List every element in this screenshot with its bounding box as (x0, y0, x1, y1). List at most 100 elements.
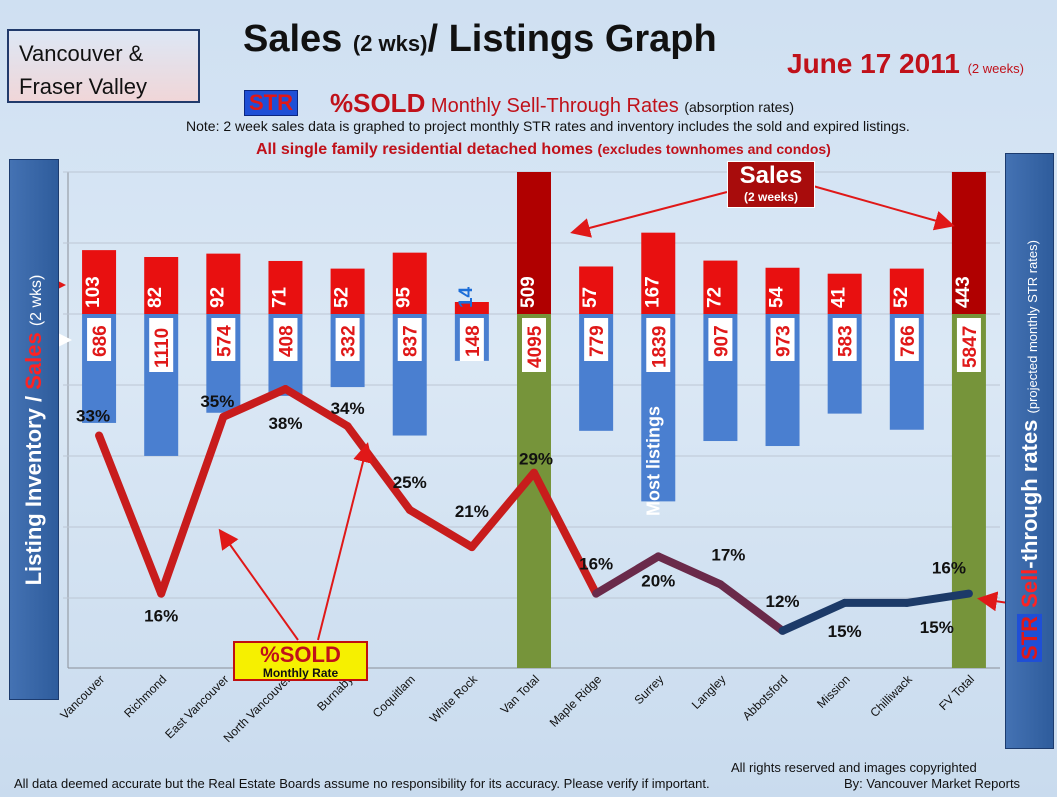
sold-word: %SOLD (330, 88, 426, 118)
page-title: Sales (2 wks)/ Listings Graph (243, 18, 717, 61)
left-axis-part4: (2 wks) (28, 274, 45, 326)
sold-callout-title: %SOLD (260, 642, 341, 667)
left-axis-part1: Listing Inventory (21, 407, 46, 585)
listing-label-bg (335, 318, 360, 361)
category-label: Richmond (121, 672, 169, 720)
percent-label: 15% (920, 618, 954, 637)
listing-value-label: 973 (774, 325, 795, 357)
footer-copyright: All rights reserved and images copyright… (731, 760, 977, 775)
date-small: (2 weeks) (967, 61, 1024, 76)
sales-value-label: 443 (953, 276, 974, 308)
sales-bar (268, 260, 303, 314)
sales-value-label: 167 (642, 276, 663, 308)
footer-disclaimer: All data deemed accurate but the Real Es… (14, 776, 710, 791)
sales-bar (765, 267, 800, 314)
sales-bar (889, 268, 924, 314)
left-axis-part2: / (21, 389, 46, 408)
listing-label-bg (211, 318, 236, 361)
sales-bar (641, 232, 676, 314)
listing-value-label: 408 (276, 325, 297, 357)
sales-callout: Sales (2 weeks) (727, 161, 815, 208)
percent-label: 25% (393, 473, 427, 492)
listing-label-bg (397, 318, 422, 361)
listing-label-bg (956, 318, 981, 372)
category-label: Van Total (498, 672, 543, 717)
right-axis-panel: STR Sell-through rates (projected monthl… (1005, 153, 1054, 749)
subtitle: All single family residential detached h… (256, 141, 831, 159)
percent-label: 20% (641, 571, 675, 590)
date-main: June 17 2011 (787, 48, 960, 79)
listing-value-label: 583 (836, 325, 857, 357)
left-axis-title: Listing Inventory / Sales (2 wks) (21, 274, 47, 585)
percent-label: 33% (76, 407, 110, 426)
percent-label: 34% (331, 399, 365, 418)
category-label: Vancouver (57, 672, 107, 722)
sold-arrow-left (218, 528, 299, 641)
category-label: White Rock (427, 672, 481, 726)
left-axis-panel: Listing Inventory / Sales (2 wks) (9, 159, 59, 700)
sales-bar (827, 273, 862, 314)
percent-label: 16% (579, 555, 613, 574)
footer-author: By: Vancouver Market Reports (844, 776, 1021, 791)
listing-value-label: 5847 (960, 326, 981, 368)
listing-value-label: 332 (339, 325, 360, 357)
str-line-segment (157, 412, 228, 598)
str-line-segment (716, 580, 787, 635)
sell-through-line (95, 385, 973, 635)
listing-label-bg (770, 318, 795, 361)
subtitle-small: (excludes townhomes and condos) (597, 141, 831, 157)
str-line-segment (343, 422, 414, 514)
title-main: Sales (243, 18, 343, 60)
region-box: Vancouver & Fraser Valley (7, 29, 200, 103)
category-label: Surrey (631, 672, 666, 707)
str-badge: STR (245, 91, 297, 115)
listing-value-label: 779 (587, 325, 608, 357)
right-axis-title: STR Sell-through rates (projected monthl… (1016, 240, 1043, 662)
listing-value-label: 837 (401, 325, 422, 357)
sold-callout: %SOLD Monthly Rate (233, 641, 368, 681)
sales-bar (392, 252, 427, 314)
listing-label-bg (459, 318, 484, 361)
sales-value-label: 82 (145, 287, 166, 308)
sales-callout-sub: (2 weeks) (743, 190, 799, 204)
percent-label: 35% (200, 392, 234, 411)
left-axis-part3: Sales (21, 331, 46, 390)
category-label: Maple Ridge (547, 672, 605, 730)
listing-label-bg (646, 318, 671, 372)
right-axis-small: (projected monthly STR rates) (1024, 240, 1040, 414)
title-rest: / Listings Graph (427, 18, 717, 60)
right-axis-white: -through rates (1016, 419, 1042, 569)
str-line-segment (654, 552, 725, 589)
percent-label: 15% (828, 622, 862, 641)
sales-value-label: 57 (580, 287, 601, 308)
category-label: Mission (814, 672, 853, 711)
str-desc: Monthly Sell-Through Rates (430, 95, 679, 117)
region-line1: Vancouver & (19, 41, 144, 66)
category-label: Chilliwack (867, 672, 915, 720)
percent-label: 29% (519, 450, 553, 469)
sales-bar (206, 253, 241, 314)
sales-value-label: 54 (767, 286, 788, 308)
listing-label-bg (87, 318, 112, 361)
percent-label: 21% (455, 502, 489, 521)
category-label: East Vancouver (162, 672, 231, 741)
str-line-segment (281, 385, 352, 431)
listing-label-bg (584, 318, 609, 361)
sales-value-label: 95 (394, 286, 415, 308)
category-label: North Vancouver (221, 672, 294, 745)
listing-label-bg (273, 318, 298, 361)
sales-value-label: 52 (332, 287, 353, 308)
percent-label: 38% (268, 414, 302, 433)
right-axis-red: Sell (1016, 568, 1042, 614)
listing-label-bg (522, 318, 546, 372)
str-description: %SOLD Monthly Sell-Through Rates (absorp… (330, 88, 794, 119)
sales-bar (144, 257, 179, 314)
listing-label-bg (894, 318, 919, 361)
region-line2: Fraser Valley (19, 74, 147, 99)
percent-label: 17% (711, 545, 745, 564)
listing-value-label: 907 (711, 325, 732, 357)
report-date: June 17 2011 (2 weeks) (787, 48, 1024, 80)
subtitle-main: All single family residential detached h… (256, 141, 593, 158)
listing-value-label: 148 (463, 325, 484, 357)
listing-value-label: 574 (214, 325, 235, 357)
